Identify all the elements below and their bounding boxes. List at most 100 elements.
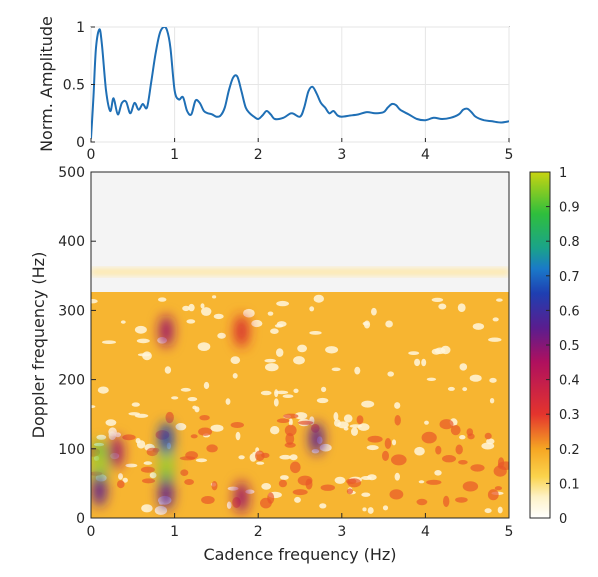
heatmap-x-ticks: 0 1 2 3 4 5 [87, 513, 513, 540]
heatmap-speck [288, 418, 293, 426]
heatmap-speck [488, 337, 502, 342]
heatmap-speck [142, 478, 155, 484]
heatmap-speck [294, 496, 301, 503]
heatmap-speck [382, 450, 389, 461]
heatmap-speck [414, 358, 421, 367]
heatmap-speck [171, 396, 179, 400]
heatmap-speck [270, 328, 279, 335]
heatmap-speck [279, 454, 292, 460]
heatmap-y-tick-label: 300 [58, 303, 85, 319]
heatmap-speck [343, 426, 349, 431]
heatmap-speck [152, 448, 160, 453]
heatmap-speck [142, 351, 152, 361]
heatmap-speck [203, 381, 210, 390]
heatmap-speck [447, 386, 455, 391]
heatmap-speck [361, 492, 371, 497]
heatmap-speck [382, 505, 389, 511]
amplitude-x-ticks: 0 1 2 3 4 5 [87, 138, 514, 163]
colorbar-tick-label: 0 [559, 512, 567, 527]
heatmap-speck [122, 477, 128, 483]
heatmap-speck [434, 470, 442, 476]
heatmap-y-tick-label: 200 [58, 373, 85, 389]
heatmap-speck [190, 434, 198, 439]
heatmap-speck [459, 435, 466, 440]
heatmap-speck [274, 389, 279, 398]
colorbar-tick-label: 0.3 [559, 408, 580, 423]
heatmap-y-tick-label: 100 [58, 442, 85, 458]
heatmap-speck [122, 434, 136, 441]
heatmap-speck [276, 348, 284, 357]
heatmap-speck [188, 303, 195, 312]
heatmap-speck [297, 420, 314, 425]
amplitude-x-tick-label: 5 [505, 147, 514, 163]
heatmap-speck [442, 455, 456, 463]
heatmap-hotspot [159, 477, 174, 510]
heatmap-speck [343, 414, 353, 423]
colorbar-tick-label: 0.5 [559, 339, 580, 354]
heatmap-speck [260, 497, 272, 509]
heatmap-speck [276, 300, 289, 307]
heatmap-speck [297, 475, 313, 486]
heatmap-speck [484, 508, 492, 514]
heatmap-speck [459, 363, 468, 371]
heatmap-speck [175, 423, 187, 431]
heatmap-speck [414, 446, 425, 456]
heatmap-speck [275, 390, 289, 395]
heatmap-speck [462, 387, 468, 392]
amplitude-x-tick-label: 0 [87, 147, 96, 163]
heatmap-speck [416, 498, 428, 506]
heatmap-hotspot [234, 315, 249, 348]
heatmap-speck [497, 506, 503, 514]
heatmap-x-label: Cadence frequency (Hz) [203, 545, 396, 564]
heatmap-speck [319, 503, 327, 509]
heatmap-speck [164, 366, 172, 374]
heatmap-speck [134, 325, 147, 334]
heatmap-speck [337, 421, 349, 429]
heatmap-speck [293, 356, 305, 365]
heatmap-speck [200, 303, 205, 309]
heatmap-speck [334, 476, 346, 484]
amplitude-x-tick-label: 1 [170, 147, 179, 163]
heatmap-speck [226, 501, 232, 509]
heatmap-speck [195, 458, 208, 463]
heatmap-speck [128, 412, 140, 416]
heatmap-speck [235, 431, 241, 441]
heatmap-speck [458, 460, 468, 465]
heatmap-speck [320, 484, 335, 491]
heatmap-speck [366, 445, 379, 451]
heatmap-speck [455, 497, 468, 503]
heatmap-speck [265, 363, 279, 372]
heatmap-speck [198, 427, 213, 436]
heatmap-hotspot-core [95, 453, 104, 472]
amplitude-y-label: Norm. Amplitude [37, 16, 56, 152]
heatmap-speck [457, 303, 466, 313]
heatmap-speck [321, 386, 327, 393]
heatmap-speck [481, 442, 495, 450]
heatmap-speck [91, 405, 96, 409]
heatmap-speck [284, 424, 297, 437]
heatmap-speck [283, 413, 299, 419]
heatmap-speck [182, 305, 190, 312]
heatmap-speck [367, 507, 374, 514]
heatmap-speck [371, 307, 377, 316]
heatmap-speck [496, 298, 503, 302]
heatmap-speck [426, 479, 442, 485]
heatmap-speck [143, 461, 153, 465]
heatmap-speck [289, 454, 298, 461]
colorbar-tick-label: 1 [559, 166, 567, 181]
heatmap-hotspot [234, 481, 249, 514]
heatmap-speck [293, 388, 299, 393]
heatmap-speck [179, 456, 196, 461]
heatmap-speck [206, 444, 218, 453]
heatmap-speck [201, 307, 212, 316]
colorbar-ticks: 0 0.1 0.2 0.3 0.4 0.5 0.6 0.7 0.8 0.9 1 [546, 166, 580, 527]
heatmap-speck [394, 415, 401, 426]
heatmap-speck [211, 481, 218, 491]
heatmap-hotspot [159, 422, 174, 455]
heatmap-speck [347, 478, 362, 488]
heatmap-speck [450, 425, 461, 436]
heatmap-speck [469, 374, 482, 382]
heatmap-speck [213, 313, 224, 320]
